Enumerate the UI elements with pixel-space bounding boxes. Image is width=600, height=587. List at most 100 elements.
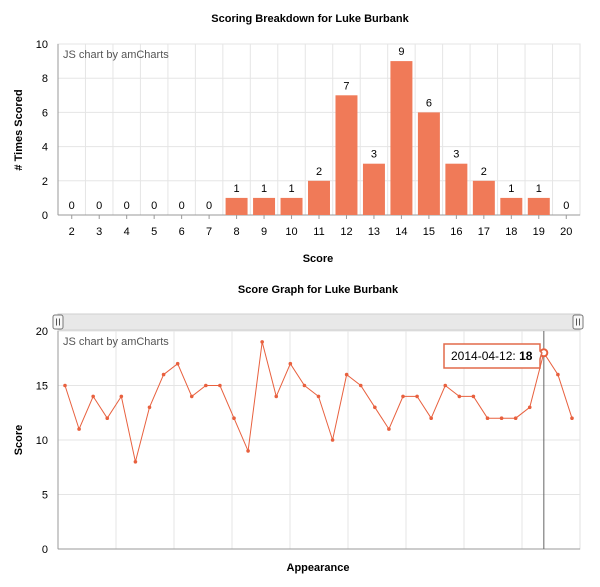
line-y-tick-label: 10 xyxy=(36,435,48,447)
score-point[interactable] xyxy=(443,383,448,388)
bar-x-tick-label: 10 xyxy=(285,226,297,238)
score-point[interactable] xyxy=(429,416,433,421)
line-chart-credit[interactable]: JS chart by amCharts xyxy=(63,336,169,348)
score-point[interactable] xyxy=(513,416,518,421)
bar[interactable] xyxy=(527,197,550,215)
line-chart-title: Score Graph for Luke Burbank xyxy=(238,284,399,296)
bar-x-tick-label: 5 xyxy=(151,226,157,238)
score-point[interactable] xyxy=(133,460,138,464)
bar-x-tick-label: 9 xyxy=(261,226,267,238)
line-chart-x-axis-title: Appearance xyxy=(287,562,350,574)
bar-y-tick-label: 8 xyxy=(42,73,48,85)
score-point[interactable] xyxy=(77,427,81,431)
bar-data-label: 0 xyxy=(563,200,569,212)
bar-x-tick-label: 17 xyxy=(478,226,490,238)
score-point[interactable] xyxy=(316,394,321,399)
scrollbar-left-handle[interactable] xyxy=(52,314,64,330)
bar-x-tick-label: 18 xyxy=(505,226,517,238)
score-point[interactable] xyxy=(246,449,250,453)
bar-data-label: 3 xyxy=(371,149,377,161)
score-point[interactable] xyxy=(401,394,405,399)
score-point[interactable] xyxy=(330,438,335,442)
bar-x-tick-label: 16 xyxy=(450,226,462,238)
scrollbar-right-handle[interactable] xyxy=(572,314,584,330)
score-point[interactable] xyxy=(147,405,152,410)
score-point[interactable] xyxy=(232,416,236,421)
score-point[interactable] xyxy=(387,427,391,431)
bar-data-label: 1 xyxy=(261,183,267,195)
bar[interactable] xyxy=(280,197,303,215)
bar-x-tick-label: 8 xyxy=(234,226,240,238)
bar-x-tick-label: 7 xyxy=(206,226,212,238)
line-chart-series xyxy=(63,340,574,464)
score-point[interactable] xyxy=(105,416,110,421)
bar-chart: Scoring Breakdown for Luke Burbank JS ch… xyxy=(13,13,581,265)
line-chart-cursor: 2014-04-12: 18 xyxy=(443,331,549,549)
line-chart-scrollbar[interactable] xyxy=(57,313,581,331)
bar-x-tick-label: 12 xyxy=(340,226,352,238)
bar[interactable] xyxy=(472,180,495,215)
bar-data-label: 0 xyxy=(206,200,212,212)
score-point[interactable] xyxy=(91,394,95,399)
line-chart: Score Graph for Luke Burbank JS chart by… xyxy=(13,284,584,574)
score-point[interactable] xyxy=(204,383,208,388)
bar[interactable] xyxy=(445,163,468,215)
score-point[interactable] xyxy=(175,361,180,366)
bar-data-label: 3 xyxy=(453,149,459,161)
bar[interactable] xyxy=(390,61,413,215)
line-tooltip: 2014-04-12: 18 xyxy=(443,343,543,369)
bar-y-tick-label: 4 xyxy=(42,142,48,154)
tooltip-box xyxy=(443,343,543,369)
bar-x-tick-label: 2 xyxy=(69,226,75,238)
score-point[interactable] xyxy=(485,416,490,421)
bar[interactable] xyxy=(417,112,440,215)
line-chart-grid xyxy=(57,330,581,550)
bar[interactable] xyxy=(500,197,523,215)
bar-chart-credit[interactable]: JS chart by amCharts xyxy=(63,49,169,61)
bar-data-label: 2 xyxy=(481,166,487,178)
bar[interactable] xyxy=(225,197,248,215)
score-point[interactable] xyxy=(302,383,307,388)
bar-chart-x-axis-title: Score xyxy=(303,253,334,265)
bar-x-tick-label: 11 xyxy=(313,226,324,238)
bar-x-tick-label: 13 xyxy=(368,226,380,238)
line-y-tick-label: 20 xyxy=(36,326,48,338)
score-point[interactable] xyxy=(274,394,279,399)
bar-x-tick-label: 15 xyxy=(423,226,435,238)
bar-data-label: 1 xyxy=(536,183,542,195)
score-point[interactable] xyxy=(288,361,293,366)
score-point[interactable] xyxy=(556,372,560,377)
line-chart-y-axis-title: Score xyxy=(13,425,25,456)
score-point[interactable] xyxy=(415,394,419,399)
bar-x-tick-label: 3 xyxy=(96,226,102,238)
score-point[interactable] xyxy=(499,416,504,421)
bar-y-tick-label: 0 xyxy=(42,210,48,222)
score-point[interactable] xyxy=(471,394,476,399)
bar-data-label: 1 xyxy=(234,183,240,195)
bar[interactable] xyxy=(335,95,358,215)
score-point[interactable] xyxy=(218,383,222,388)
score-point[interactable] xyxy=(570,416,574,421)
bar[interactable] xyxy=(308,180,330,215)
bar-y-tick-label: 6 xyxy=(42,107,48,119)
bar-x-tick-label: 19 xyxy=(533,226,545,238)
bar-data-label: 0 xyxy=(124,200,130,212)
score-point[interactable] xyxy=(457,394,462,399)
score-point[interactable] xyxy=(119,394,124,399)
score-point[interactable] xyxy=(63,383,67,388)
score-point[interactable] xyxy=(260,340,264,344)
bar-x-tick-label: 14 xyxy=(395,226,407,238)
score-point[interactable] xyxy=(527,405,532,410)
line-y-tick-label: 5 xyxy=(42,490,48,502)
score-point[interactable] xyxy=(161,372,166,377)
score-point[interactable] xyxy=(344,372,349,377)
bar[interactable] xyxy=(362,163,385,215)
bar[interactable] xyxy=(253,197,276,215)
score-point[interactable] xyxy=(358,383,363,388)
bar-x-tick-label: 6 xyxy=(179,226,185,238)
score-point[interactable] xyxy=(189,394,194,399)
score-point[interactable] xyxy=(373,405,377,410)
bar-chart-y-axis-title: # Times Scored xyxy=(13,89,25,170)
bar-x-tick-label: 4 xyxy=(124,226,130,238)
